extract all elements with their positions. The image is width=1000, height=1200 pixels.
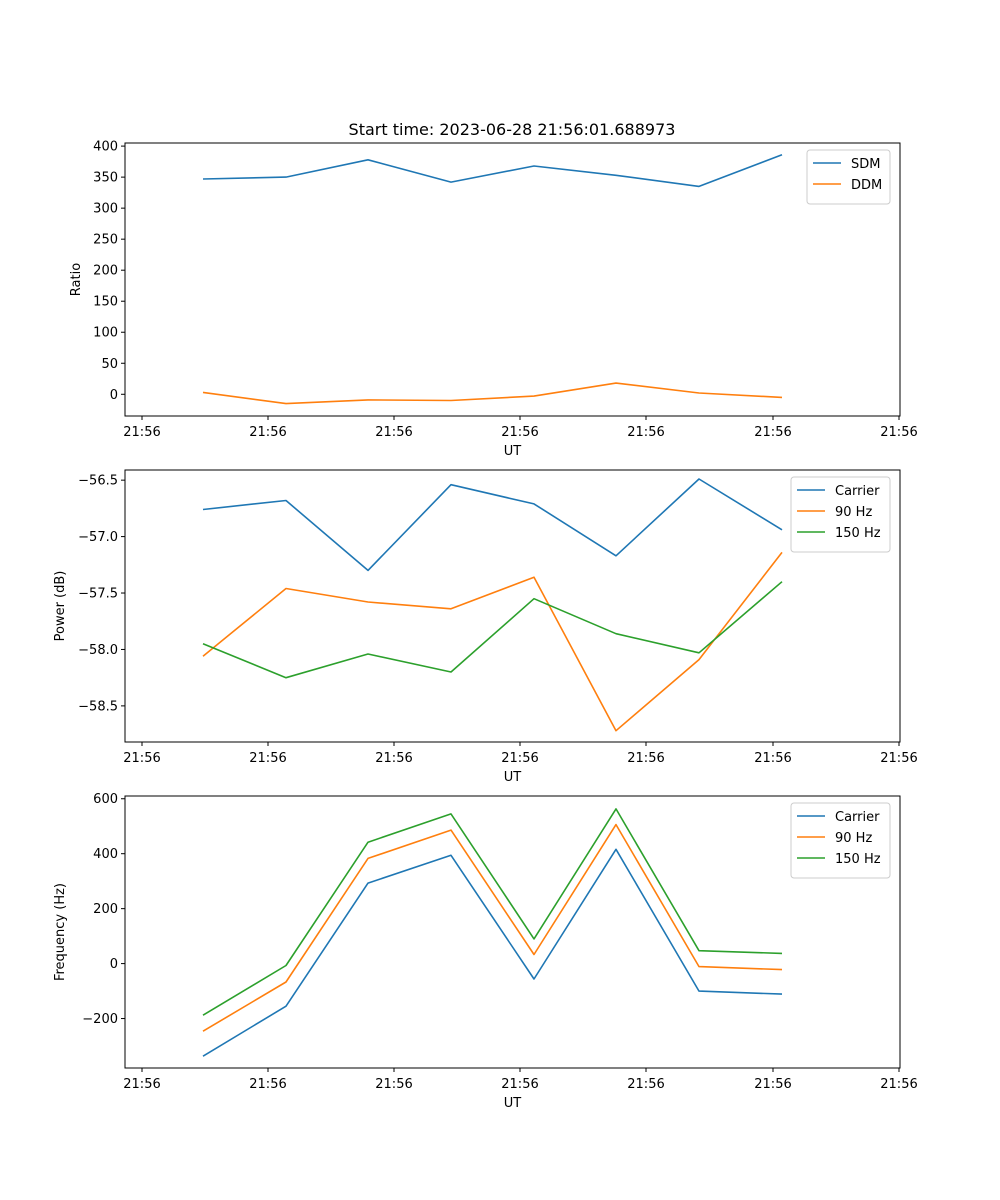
axes-frame [124, 795, 901, 1069]
x-tick-label: 21:56 [249, 1077, 286, 1092]
x-tick-label: 21:56 [754, 1077, 791, 1092]
y-tick-label: 150 [93, 295, 118, 310]
x-tick-label: 21:56 [501, 425, 538, 440]
x-axis-label: UT [504, 444, 522, 459]
legend-label: Carrier [835, 810, 880, 825]
y-tick-label: 300 [93, 202, 118, 217]
x-tick-label: 21:56 [501, 751, 538, 766]
y-tick-label: 350 [93, 171, 118, 186]
y-tick-label: 400 [93, 847, 118, 862]
x-axis-label: UT [504, 770, 522, 785]
x-axis-label: UT [504, 1096, 522, 1111]
y-tick-label: 400 [93, 140, 118, 155]
y-tick-label: −200 [82, 1012, 118, 1027]
y-tick-label: 600 [93, 792, 118, 807]
series-line-sdm [202, 154, 783, 188]
legend-label: 90 Hz [835, 831, 872, 846]
legend-box [790, 476, 891, 553]
y-tick-label: 100 [93, 326, 118, 341]
x-tick-label: 21:56 [627, 1077, 664, 1092]
series-line-150-hz [202, 808, 783, 1016]
x-tick-label: 21:56 [249, 751, 286, 766]
y-tick-label: −56.5 [78, 474, 118, 489]
legend-label: 150 Hz [835, 526, 881, 541]
y-axis-label: Power (dB) [53, 571, 68, 642]
x-tick-label: 21:56 [123, 751, 160, 766]
legend-label: SDM [851, 157, 880, 172]
y-tick-label: −58.5 [78, 699, 118, 714]
x-tick-label: 21:56 [754, 425, 791, 440]
y-axis-label: Ratio [69, 263, 84, 296]
x-tick-label: 21:56 [627, 425, 664, 440]
legend-label: 90 Hz [835, 505, 872, 520]
panel-3: −200 0 200 400 600 21:56 21:56 21:56 21:56 21:56 2… [53, 792, 918, 1111]
series-line-150-hz [202, 581, 783, 679]
legend: Carrier 90 Hz 150 Hz [790, 802, 891, 879]
series-line-90-hz [202, 551, 783, 732]
y-tick-label: 200 [93, 264, 118, 279]
x-tick-label: 21:56 [375, 425, 412, 440]
y-tick-label: 200 [93, 902, 118, 917]
axes-frame [124, 469, 901, 743]
y-tick-label: −57.5 [78, 587, 118, 602]
x-tick-label: 21:56 [880, 751, 917, 766]
legend-label: Carrier [835, 484, 880, 499]
x-tick-label: 21:56 [501, 1077, 538, 1092]
panel-1: 0 50 100 150 200 250 300 350 400 21:56 21:56 21:56 2… [69, 140, 918, 459]
series-line-carrier [202, 478, 783, 572]
series-line-carrier [202, 848, 783, 1057]
y-tick-label: 0 [110, 957, 118, 972]
x-tick-label: 21:56 [880, 425, 917, 440]
x-tick-label: 21:56 [627, 751, 664, 766]
legend: SDM DDM [806, 149, 891, 205]
legend-label: 150 Hz [835, 852, 881, 867]
panel-2: −58.5 −58.0 −57.5 −57.0 −56.5 21:56 21:56 21:56… [53, 469, 918, 785]
x-tick-label: 21:56 [375, 1077, 412, 1092]
x-tick-label: 21:56 [375, 751, 412, 766]
y-tick-label: −58.0 [78, 643, 118, 658]
x-tick-label: 21:56 [249, 425, 286, 440]
series-line-90-hz [202, 823, 783, 1032]
x-tick-label: 21:56 [880, 1077, 917, 1092]
series-line-ddm [202, 382, 783, 405]
chart-title: Start time: 2023-06-28 21:56:01.688973 [349, 120, 676, 139]
y-tick-label: 0 [110, 388, 118, 403]
legend-label: DDM [851, 178, 882, 193]
legend-box [790, 802, 891, 879]
axes-frame [124, 142, 901, 417]
x-tick-label: 21:56 [754, 751, 791, 766]
y-tick-label: −57.0 [78, 530, 118, 545]
y-axis-label: Frequency (Hz) [53, 883, 68, 981]
y-tick-label: 50 [101, 357, 118, 372]
y-tick-label: 250 [93, 233, 118, 248]
legend: Carrier 90 Hz 150 Hz [790, 476, 891, 553]
x-tick-label: 21:56 [123, 425, 160, 440]
x-tick-label: 21:56 [123, 1077, 160, 1092]
